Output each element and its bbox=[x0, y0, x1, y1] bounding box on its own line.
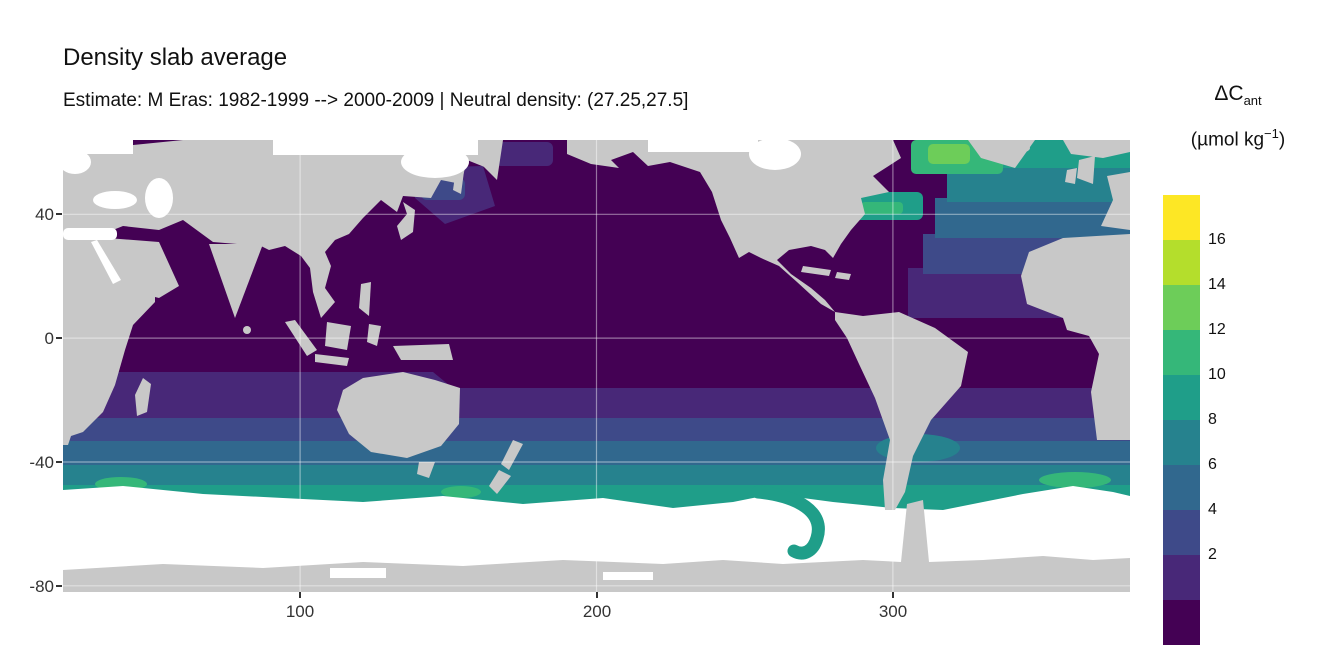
y-tick--40 bbox=[56, 461, 62, 463]
y-tick--80 bbox=[56, 585, 62, 587]
land-cuba bbox=[801, 266, 831, 276]
antarctic-nodata-region bbox=[63, 486, 1130, 576]
land-sumatra bbox=[285, 320, 317, 356]
nodata-seas-layer bbox=[63, 140, 801, 580]
nodata-arctic-canada bbox=[648, 140, 758, 152]
legend-blocks bbox=[1163, 195, 1200, 645]
land-westafrica bbox=[1021, 234, 1130, 440]
nodata-mediterranean bbox=[63, 228, 117, 240]
nodata-arctic-west bbox=[63, 140, 133, 154]
legend-units: (µmol kg−1) bbox=[1158, 126, 1318, 151]
land-philippines bbox=[359, 282, 371, 316]
legend-title: ΔCant bbox=[1158, 82, 1318, 108]
legend-units-open: (µmol kg bbox=[1190, 129, 1265, 151]
ocean-band-8-10 bbox=[63, 465, 1130, 485]
legend-swatch-3 bbox=[1163, 330, 1200, 375]
legend-swatch-7 bbox=[1163, 510, 1200, 555]
land-japan bbox=[397, 202, 415, 240]
land-europe-right bbox=[1101, 172, 1130, 230]
land-alaska bbox=[567, 140, 633, 168]
gridlines bbox=[63, 140, 1130, 592]
legend-label-4: 4 bbox=[1208, 501, 1217, 518]
ocean-patch-southern-12-14-a bbox=[1039, 472, 1111, 488]
map-panel bbox=[63, 140, 1130, 592]
land-newguinea bbox=[393, 344, 453, 360]
plot-subtitle: Estimate: M Eras: 1982-1999 --> 2000-200… bbox=[63, 90, 689, 111]
land-madagascar bbox=[135, 378, 151, 416]
nodata-baltic bbox=[63, 150, 91, 174]
legend-label-12: 12 bbox=[1208, 321, 1226, 338]
y-tick-label--80: -80 bbox=[29, 577, 54, 596]
land-srilanka bbox=[243, 326, 251, 334]
land-northamerica bbox=[633, 140, 901, 312]
y-tick-label-40: 40 bbox=[35, 205, 54, 224]
legend-labels: 16 14 12 10 8 6 4 2 bbox=[1208, 195, 1248, 645]
nodata-hudson-bay bbox=[749, 140, 801, 170]
legend-label-10: 10 bbox=[1208, 366, 1226, 383]
land-india bbox=[209, 244, 263, 318]
ocean-patch-southern-12-14-c bbox=[441, 486, 481, 498]
nodata-antarctic-inner-a bbox=[330, 568, 386, 578]
land-southamerica bbox=[835, 312, 968, 510]
x-tick-label-300: 300 bbox=[878, 602, 908, 621]
x-tick-100 bbox=[299, 592, 301, 598]
ocean-gulfstream-12-14 bbox=[861, 202, 903, 214]
land-eastafrica bbox=[63, 230, 155, 445]
land-tasmania bbox=[417, 462, 435, 478]
legend-swatch-2 bbox=[1163, 285, 1200, 330]
legend-swatch-9 bbox=[1163, 600, 1200, 645]
y-tick-label-0: 0 bbox=[44, 329, 54, 348]
land-kamchatka bbox=[483, 140, 503, 180]
nodata-black-sea bbox=[93, 191, 137, 209]
ocean-bering-2-4 bbox=[495, 142, 553, 166]
legend-swatch-8 bbox=[1163, 555, 1200, 600]
x-tick-label-200: 200 bbox=[582, 602, 612, 621]
land-newzealand-north bbox=[501, 440, 523, 470]
legend-swatch-1 bbox=[1163, 240, 1200, 285]
land-uk bbox=[1077, 156, 1095, 184]
ocean-tongue-10-12 bbox=[751, 485, 825, 560]
legend-label-16: 16 bbox=[1208, 231, 1226, 248]
legend-swatch-6 bbox=[1163, 465, 1200, 510]
x-tick-label-100: 100 bbox=[285, 602, 315, 621]
land-hispaniola bbox=[835, 272, 851, 280]
land-australia bbox=[337, 372, 460, 458]
land-eurasia bbox=[63, 140, 491, 318]
page-title: Density slab average bbox=[63, 44, 288, 71]
x-tick-300 bbox=[892, 592, 894, 598]
legend-label-2: 2 bbox=[1208, 546, 1217, 563]
land-ireland bbox=[1065, 168, 1077, 184]
nodata-caspian-sea bbox=[145, 178, 173, 218]
land-java bbox=[315, 354, 349, 366]
legend-swatch-0 bbox=[1163, 195, 1200, 240]
land-layer bbox=[63, 140, 1130, 592]
y-tick-0 bbox=[56, 337, 62, 339]
ocean-band-4-6 bbox=[63, 418, 1130, 441]
land-antarctica bbox=[63, 500, 1130, 592]
x-tick-200 bbox=[596, 592, 598, 598]
ocean-natl-6-8 bbox=[935, 198, 1130, 238]
ocean-nordic-14-16 bbox=[928, 144, 970, 164]
nodata-okhotsk bbox=[401, 146, 469, 178]
nodata-antarctic-inner-b bbox=[603, 572, 653, 580]
legend-units-close: ) bbox=[1278, 129, 1286, 151]
land-sulawesi bbox=[367, 324, 381, 346]
nodata-red-sea bbox=[91, 240, 121, 284]
legend-label-14: 14 bbox=[1208, 276, 1226, 293]
land-newzealand-south bbox=[489, 470, 511, 494]
legend-title-symbol: ΔC bbox=[1214, 82, 1244, 105]
land-scandinavia bbox=[1063, 140, 1130, 158]
legend-swatch-5 bbox=[1163, 420, 1200, 465]
y-tick-label--40: -40 bbox=[29, 453, 54, 472]
y-tick-40 bbox=[56, 213, 62, 215]
legend-swatch-4 bbox=[1163, 375, 1200, 420]
legend-title-subscript: ant bbox=[1243, 93, 1262, 109]
legend-label-8: 8 bbox=[1208, 411, 1217, 428]
land-iceland bbox=[1008, 143, 1030, 153]
legend-label-6: 6 bbox=[1208, 456, 1217, 473]
legend-units-exponent: −1 bbox=[1264, 126, 1279, 141]
land-borneo bbox=[325, 322, 351, 350]
